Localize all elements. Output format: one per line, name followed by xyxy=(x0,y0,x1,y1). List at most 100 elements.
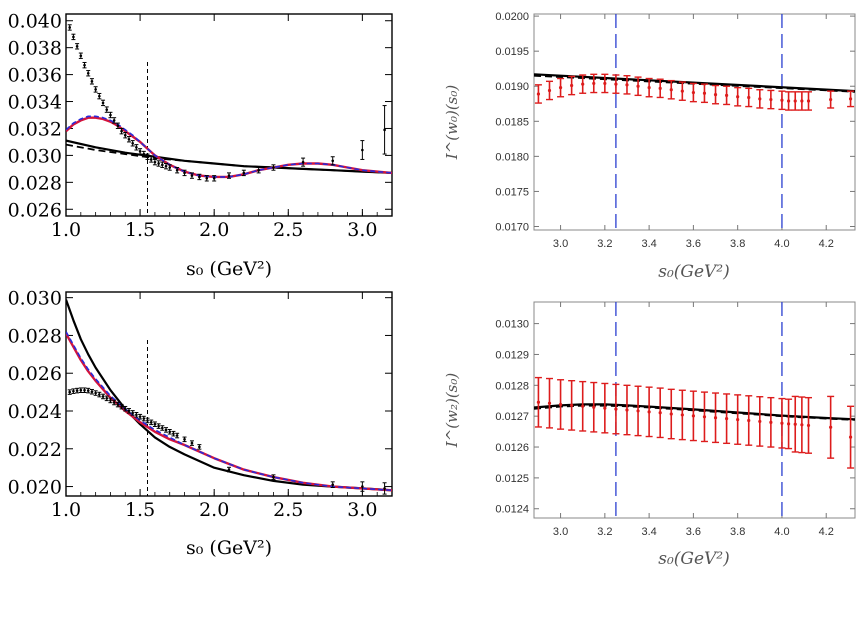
marker xyxy=(383,128,386,132)
x-axis-label: s₀(GeV²) xyxy=(658,549,730,569)
marker xyxy=(570,403,574,407)
marker xyxy=(758,419,762,424)
marker xyxy=(331,159,335,163)
data-point xyxy=(71,33,76,41)
marker xyxy=(161,163,164,167)
y-tick-label: 0.0180 xyxy=(495,151,529,163)
data-point xyxy=(119,403,124,410)
data-point xyxy=(108,111,113,119)
y-tick-label: 0.0195 xyxy=(495,46,529,58)
data-point xyxy=(798,396,806,454)
marker xyxy=(120,129,123,133)
data-point xyxy=(97,391,102,398)
data-point xyxy=(156,160,161,167)
marker xyxy=(127,409,131,413)
x-tick-label: 3.0 xyxy=(347,219,377,241)
x-tick-label: 2.5 xyxy=(273,219,303,241)
data-point xyxy=(301,157,306,167)
x-tick-label: 4.0 xyxy=(774,238,789,250)
data-point xyxy=(126,408,131,414)
x-tick-label: 1.0 xyxy=(51,219,81,241)
data-point xyxy=(152,421,157,427)
y-tick-label: 0.028 xyxy=(8,172,62,194)
marker xyxy=(800,423,804,427)
data-point xyxy=(634,76,642,97)
data-point xyxy=(123,132,128,139)
x-tick-label: 3.0 xyxy=(347,499,377,521)
data-point xyxy=(568,75,576,96)
data-point xyxy=(590,73,598,94)
data-point xyxy=(382,105,387,155)
data-point xyxy=(97,92,102,100)
y-axis-label: I^(w₂)(s₀) xyxy=(443,373,461,449)
marker xyxy=(183,171,186,175)
data-point xyxy=(590,381,598,433)
panel-bottom-left: 1.0 1.5 2.0 2.5 3.0 0.020 0.022 0.024 0.026 0.028… xyxy=(8,288,393,559)
plot-area xyxy=(534,14,855,230)
marker xyxy=(769,97,773,102)
marker xyxy=(183,438,186,441)
data-point xyxy=(212,175,217,182)
y-tick-label: 0.030 xyxy=(8,288,62,310)
marker xyxy=(138,150,142,153)
data-point xyxy=(545,377,553,429)
plot-area xyxy=(66,299,392,496)
x-tick-label: 4.0 xyxy=(774,526,789,538)
data-point xyxy=(557,77,565,98)
marker xyxy=(713,93,718,97)
marker xyxy=(131,141,134,145)
marker xyxy=(691,90,695,95)
marker xyxy=(175,434,179,437)
data-point xyxy=(86,387,91,394)
marker xyxy=(625,83,629,87)
data-point xyxy=(167,164,172,171)
data-point xyxy=(82,61,87,69)
marker xyxy=(848,97,853,101)
data-point xyxy=(645,386,653,438)
x-tick-label: 4.2 xyxy=(819,238,834,250)
data-point xyxy=(734,394,742,445)
marker xyxy=(116,403,120,406)
marker xyxy=(146,419,149,422)
data-point xyxy=(601,382,609,434)
data-point xyxy=(78,52,83,59)
data-point xyxy=(115,401,120,408)
marker xyxy=(105,108,109,111)
marker xyxy=(558,402,563,407)
data-point xyxy=(767,396,775,448)
marker xyxy=(161,426,164,430)
data-point xyxy=(89,78,94,85)
data-point xyxy=(645,77,653,98)
data-point xyxy=(138,413,143,420)
data-point xyxy=(123,405,128,412)
plot-frame xyxy=(533,13,856,231)
marker xyxy=(736,417,740,422)
data-point xyxy=(568,379,576,431)
marker xyxy=(164,164,168,168)
data-point xyxy=(330,156,335,166)
plot-frame xyxy=(533,301,856,519)
marker xyxy=(68,26,72,29)
data-point xyxy=(101,99,106,107)
data-point xyxy=(634,385,642,437)
marker xyxy=(592,81,596,86)
marker xyxy=(175,168,179,172)
y-tick-label: 0.0128 xyxy=(495,380,529,392)
data-point xyxy=(805,91,813,111)
data-point xyxy=(382,482,387,495)
marker xyxy=(331,483,335,486)
data-point xyxy=(67,24,72,31)
marker xyxy=(157,424,160,428)
x-axis-label: s₀ (GeV²) xyxy=(186,537,272,559)
x-tick-label: 3.6 xyxy=(686,238,701,250)
y-tick-label: 0.026 xyxy=(8,363,62,385)
y-axis-label: I^(w₀)(s₀) xyxy=(443,85,461,161)
marker xyxy=(172,432,175,435)
series-black-solid xyxy=(66,139,392,174)
marker xyxy=(725,93,729,97)
data-point xyxy=(745,395,753,446)
data-point xyxy=(767,89,775,110)
marker xyxy=(86,389,90,392)
data-point xyxy=(827,90,835,109)
marker xyxy=(725,417,729,421)
